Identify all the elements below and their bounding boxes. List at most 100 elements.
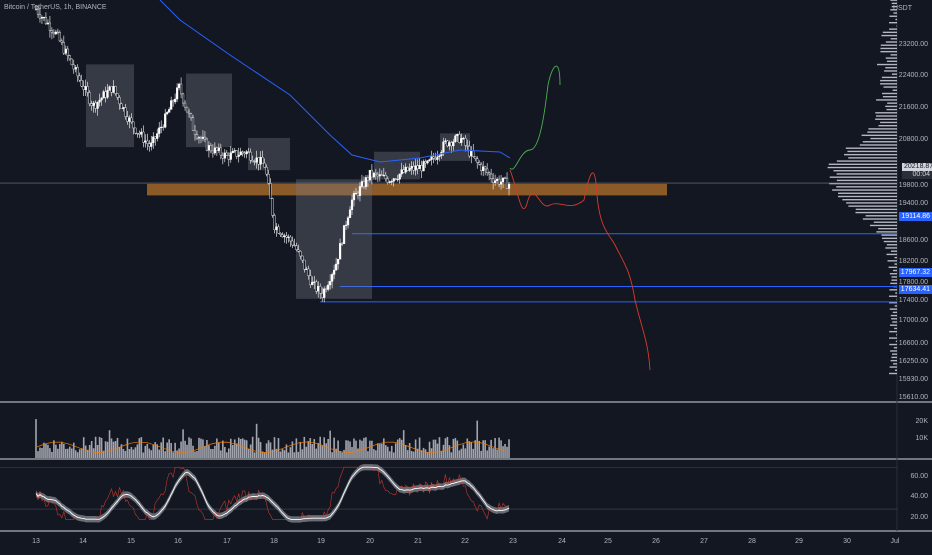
- candle-body: [375, 173, 377, 174]
- volume-bar: [290, 447, 292, 458]
- candle-body: [478, 162, 480, 164]
- channel-band: [296, 179, 372, 299]
- volume-bar: [119, 447, 121, 458]
- price-tick: 22400.00: [899, 72, 928, 79]
- candle-body: [131, 118, 133, 122]
- volume-bar: [373, 449, 375, 458]
- candle-body: [212, 151, 214, 153]
- candle-body: [315, 282, 317, 291]
- volume-bar: [133, 449, 135, 458]
- volume-profile-bar: [880, 48, 897, 49]
- volume-bar: [319, 437, 321, 458]
- volume-bar: [125, 451, 127, 458]
- candle-body: [284, 236, 286, 237]
- candle-body: [67, 49, 69, 56]
- candle-body: [282, 235, 284, 237]
- volume-bar: [463, 444, 465, 458]
- volume-bar: [258, 438, 260, 458]
- volume-bar: [202, 439, 204, 458]
- volume-bar: [427, 453, 429, 458]
- candle-body: [307, 269, 309, 276]
- volume-profile-bar: [885, 67, 897, 68]
- candle-body: [47, 23, 49, 24]
- candle-body: [39, 14, 41, 18]
- candle-body: [387, 179, 389, 183]
- volume-bar: [413, 452, 415, 458]
- candle-body: [206, 139, 208, 150]
- volume-profile-bar: [837, 180, 897, 181]
- volume-bar: [321, 446, 323, 458]
- volume-bar: [69, 447, 71, 458]
- volume-bar: [166, 443, 168, 458]
- volume-bar: [445, 438, 447, 458]
- volume-profile-bar: [893, 312, 897, 313]
- volume-profile-bar: [847, 151, 897, 152]
- volume-bar: [250, 444, 252, 458]
- volume-profile-bar: [886, 41, 897, 42]
- candle-body: [142, 132, 144, 142]
- candle-body: [347, 218, 349, 225]
- candle-body: [43, 17, 45, 18]
- volume-bar: [472, 449, 474, 458]
- volume-bar: [214, 446, 216, 458]
- volume-bar: [75, 450, 77, 458]
- volume-bar: [101, 438, 103, 458]
- volume-bar: [468, 441, 470, 458]
- candle-body: [383, 175, 385, 176]
- candle-body: [258, 158, 260, 165]
- volume-profile-bar: [890, 366, 897, 367]
- volume-bar: [256, 424, 258, 458]
- time-tick: 29: [795, 538, 803, 545]
- candle-body: [490, 174, 492, 179]
- volume-bar: [141, 437, 143, 458]
- candle-body: [236, 150, 238, 156]
- candle-body: [395, 179, 397, 180]
- candle-body: [299, 251, 301, 256]
- candle-body: [462, 138, 464, 139]
- candle-body: [403, 170, 405, 172]
- volume-profile-bar: [889, 267, 897, 268]
- candle-body: [305, 269, 307, 270]
- candle-body: [234, 150, 236, 151]
- candle-body: [407, 167, 409, 170]
- volume-bar: [397, 440, 399, 458]
- symbol-title: Bitcoin / TetherUS, 1h, BINANCE: [4, 4, 107, 11]
- candle-body: [97, 102, 99, 108]
- candle-body: [101, 98, 103, 100]
- channel-band: [248, 138, 290, 170]
- candle-body: [341, 243, 343, 244]
- volume-bar: [298, 452, 300, 458]
- volume-bar: [228, 448, 230, 458]
- candle-body: [351, 200, 353, 210]
- candle-body: [262, 157, 264, 163]
- price-tick: 16600.00: [899, 340, 928, 347]
- candle-body: [476, 159, 478, 163]
- volume-profile-bar: [856, 209, 897, 210]
- time-tick: 16: [174, 538, 182, 545]
- candle-body: [180, 84, 182, 94]
- volume-bar: [474, 440, 476, 458]
- candle-body: [158, 128, 160, 134]
- volume-bar: [381, 444, 383, 458]
- time-tick: 13: [32, 538, 40, 545]
- candle-body: [323, 289, 325, 298]
- volume-profile-bar: [881, 234, 897, 235]
- candle-body: [55, 32, 57, 34]
- volume-bar: [252, 437, 254, 458]
- volume-bar: [43, 443, 45, 458]
- candle-body: [337, 259, 339, 264]
- volume-bar: [238, 438, 240, 458]
- volume-profile-bar: [889, 331, 897, 332]
- price-tick: 20800.00: [899, 136, 928, 143]
- volume-profile-bar: [884, 86, 897, 87]
- volume-bar: [240, 439, 242, 458]
- volume-bar: [131, 447, 133, 458]
- candle-body: [83, 86, 85, 89]
- candle-body: [182, 94, 184, 103]
- candle-body: [218, 148, 220, 151]
- candle-body: [293, 245, 295, 246]
- candle-body: [123, 108, 125, 109]
- volume-profile-bar: [895, 305, 897, 306]
